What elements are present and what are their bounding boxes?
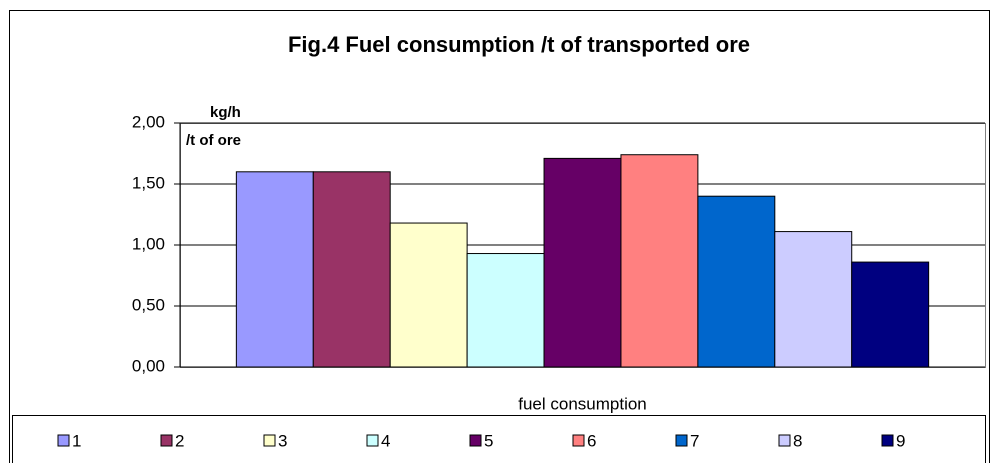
legend-label: 1 bbox=[72, 431, 81, 450]
legend-swatch bbox=[366, 434, 379, 447]
legend-label: 6 bbox=[587, 431, 596, 450]
y-tick-label: 1,50 bbox=[132, 173, 165, 192]
bar bbox=[466, 253, 545, 368]
legend-swatch bbox=[263, 434, 276, 447]
y-axis-label: kg/h bbox=[210, 104, 241, 121]
legend-label: 8 bbox=[793, 431, 802, 450]
bar bbox=[312, 171, 391, 368]
legend-swatch bbox=[57, 434, 70, 447]
legend-swatch bbox=[572, 434, 585, 447]
legend-swatch bbox=[160, 434, 173, 447]
bar bbox=[697, 195, 776, 368]
legend-label: 4 bbox=[381, 431, 390, 450]
bar bbox=[851, 261, 930, 368]
legend-swatch bbox=[469, 434, 482, 447]
legend-swatch bbox=[881, 434, 894, 447]
bar bbox=[620, 154, 699, 368]
y-axis-label: /t of ore bbox=[186, 132, 241, 149]
legend-swatch bbox=[778, 434, 791, 447]
chart-title: Fig.4 Fuel consumption /t of transported… bbox=[288, 32, 750, 57]
legend-label: 3 bbox=[278, 431, 287, 450]
bar bbox=[235, 171, 314, 368]
y-tick-label: 0,00 bbox=[132, 356, 165, 375]
y-tick-label: 2,00 bbox=[132, 112, 165, 131]
bar bbox=[774, 231, 853, 368]
legend-label: 7 bbox=[690, 431, 699, 450]
legend-box bbox=[12, 415, 986, 463]
legend-label: 2 bbox=[175, 431, 184, 450]
bar bbox=[543, 157, 622, 368]
legend-label: 5 bbox=[484, 431, 493, 450]
legend-swatch bbox=[675, 434, 688, 447]
bar bbox=[389, 222, 468, 368]
x-tick-label: fuel consumption bbox=[518, 394, 647, 413]
y-tick-label: 0,50 bbox=[132, 295, 165, 314]
y-tick-label: 1,00 bbox=[132, 234, 165, 253]
legend-label: 9 bbox=[896, 431, 905, 450]
